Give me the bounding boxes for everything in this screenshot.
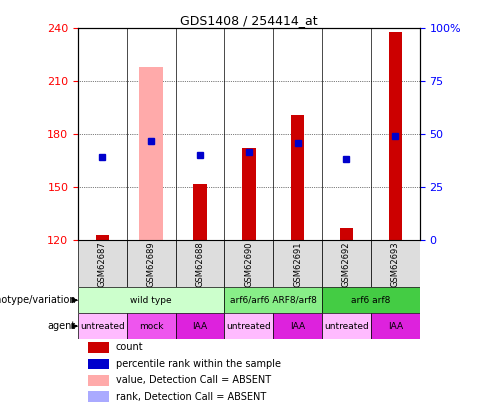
Bar (371, 313, 420, 339)
Text: IAA: IAA (193, 322, 207, 330)
Text: GSM62689: GSM62689 (147, 241, 156, 287)
Text: rank, Detection Call = ABSENT: rank, Detection Call = ABSENT (116, 392, 266, 402)
Bar (96, 235, 109, 240)
Bar (322, 313, 371, 339)
Bar (242, 148, 256, 240)
Bar (88, 358, 109, 369)
Text: agent: agent (47, 321, 76, 331)
Bar (273, 240, 322, 287)
Text: arf6 arf8: arf6 arf8 (351, 296, 390, 305)
Bar (78, 240, 127, 287)
Text: untreated: untreated (80, 322, 125, 330)
Bar (176, 240, 224, 287)
Text: wild type: wild type (130, 296, 172, 305)
Text: GSM62687: GSM62687 (98, 241, 107, 287)
Bar (78, 313, 127, 339)
Text: value, Detection Call = ABSENT: value, Detection Call = ABSENT (116, 375, 271, 385)
Text: GSM62688: GSM62688 (196, 241, 204, 287)
Bar (127, 313, 176, 339)
Text: GSM62692: GSM62692 (342, 241, 351, 286)
Text: genotype/variation: genotype/variation (0, 295, 76, 305)
Text: untreated: untreated (324, 322, 369, 330)
Bar (127, 240, 176, 287)
Bar (193, 184, 207, 240)
Text: percentile rank within the sample: percentile rank within the sample (116, 359, 281, 369)
Bar (224, 240, 273, 287)
Bar (224, 287, 322, 313)
Text: GSM62693: GSM62693 (391, 241, 400, 287)
Bar (371, 240, 420, 287)
Bar (88, 392, 109, 402)
Bar (322, 287, 420, 313)
Text: untreated: untreated (226, 322, 271, 330)
Bar (88, 342, 109, 353)
Bar (88, 375, 109, 386)
Text: mock: mock (139, 322, 163, 330)
Bar (291, 115, 305, 240)
Text: IAA: IAA (290, 322, 305, 330)
Bar (176, 313, 224, 339)
Bar (322, 240, 371, 287)
Bar (340, 228, 353, 240)
Text: arf6/arf6 ARF8/arf8: arf6/arf6 ARF8/arf8 (230, 296, 317, 305)
Bar (78, 287, 224, 313)
Text: count: count (116, 342, 143, 352)
Bar (273, 313, 322, 339)
Bar (224, 313, 273, 339)
Text: IAA: IAA (388, 322, 403, 330)
Bar (139, 67, 163, 240)
Title: GDS1408 / 254414_at: GDS1408 / 254414_at (180, 14, 318, 27)
Text: GSM62691: GSM62691 (293, 241, 302, 286)
Bar (388, 32, 402, 240)
Text: GSM62690: GSM62690 (244, 241, 253, 286)
